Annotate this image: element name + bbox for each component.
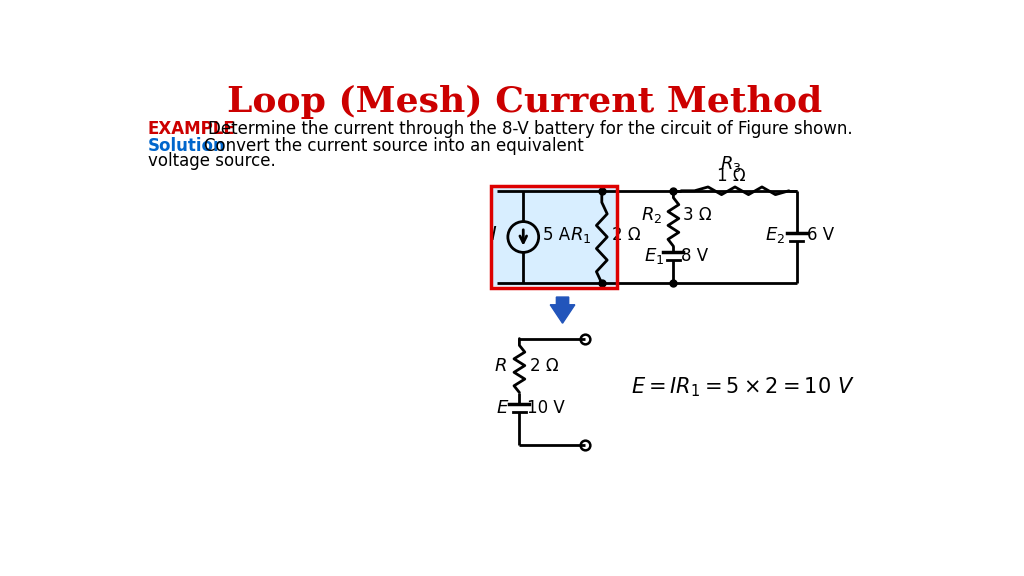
Text: $E = IR_1 = 5 \times 2 = 10\ V$: $E = IR_1 = 5 \times 2 = 10\ V$ [631, 375, 855, 399]
Text: $E_1$: $E_1$ [644, 246, 665, 266]
Text: 6 V: 6 V [807, 226, 834, 244]
Text: Loop (Mesh) Current Method: Loop (Mesh) Current Method [227, 85, 822, 119]
Text: 10 V: 10 V [527, 399, 565, 417]
Text: $E_2$: $E_2$ [765, 225, 785, 245]
Text: Solution: Solution [147, 137, 225, 155]
Text: $I$: $I$ [490, 226, 498, 244]
Text: 3 Ω: 3 Ω [683, 206, 712, 225]
Text: voltage source.: voltage source. [147, 152, 275, 170]
Text: $E$: $E$ [496, 399, 509, 417]
Text: EXAMPLE: EXAMPLE [147, 120, 236, 138]
Text: 1 Ω: 1 Ω [717, 166, 745, 185]
Text: $R_3$: $R_3$ [721, 154, 742, 174]
Text: Convert the current source into an equivalent: Convert the current source into an equiv… [204, 137, 584, 155]
Text: 2 Ω: 2 Ω [611, 226, 640, 244]
Text: $R_1$: $R_1$ [569, 225, 591, 245]
Polygon shape [550, 297, 574, 323]
FancyBboxPatch shape [493, 188, 615, 286]
Text: $R_2$: $R_2$ [641, 206, 663, 225]
Text: 5 A: 5 A [544, 226, 570, 244]
Text: $R$: $R$ [494, 357, 507, 374]
Text: 2 Ω: 2 Ω [530, 357, 559, 374]
Text: Determine the current through the 8-V battery for the circuit of Figure shown.: Determine the current through the 8-V ba… [208, 120, 852, 138]
Text: 8 V: 8 V [681, 247, 709, 265]
